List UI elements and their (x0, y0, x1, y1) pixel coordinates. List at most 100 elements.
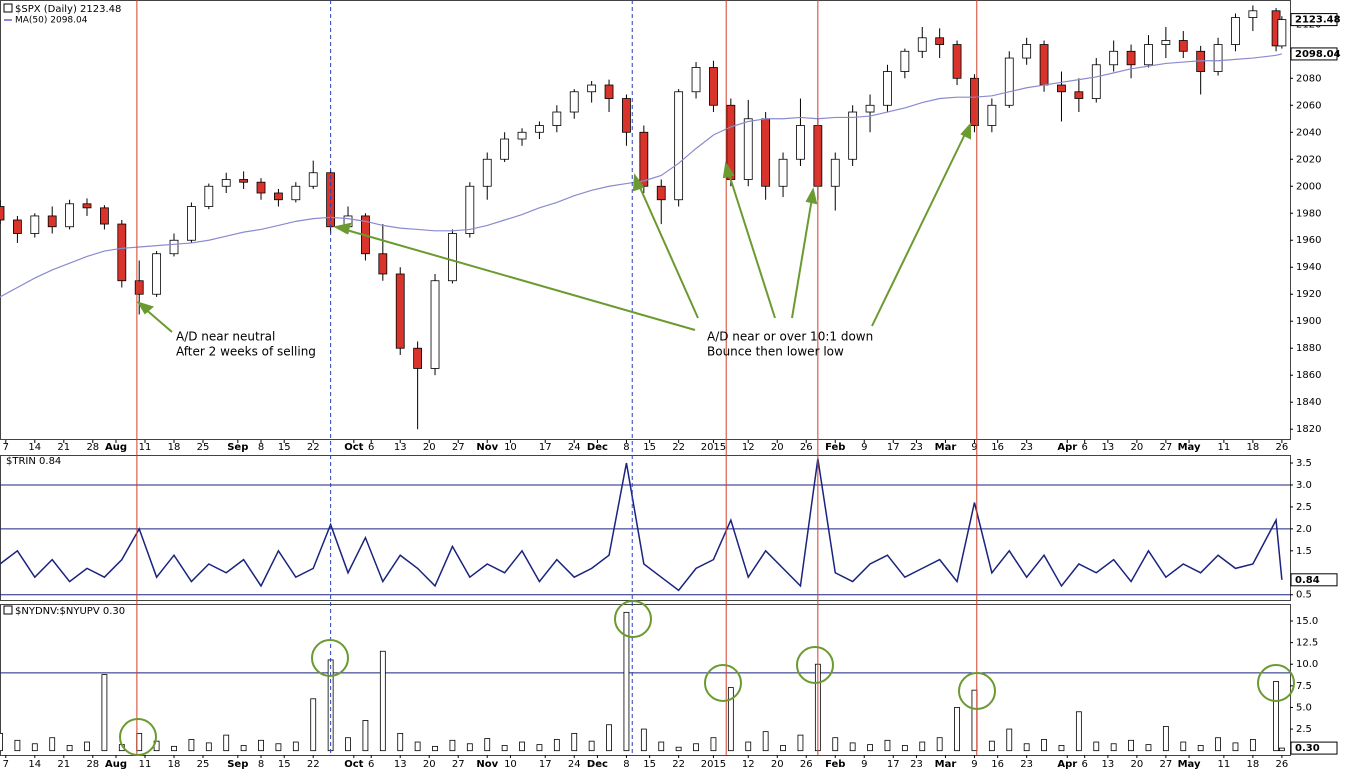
candle-body (13, 219, 22, 234)
x-tick-label: 7 (3, 442, 9, 453)
bar (780, 745, 786, 752)
candle-body (378, 253, 388, 275)
annotation: Bounce then lower low (707, 345, 844, 359)
bar (884, 739, 891, 752)
candle-body (169, 239, 179, 255)
bar (1023, 743, 1030, 752)
candle-body (883, 71, 892, 106)
candle-body (1004, 57, 1014, 106)
bar (797, 734, 804, 752)
x-tick-label: 15 (643, 442, 656, 453)
x-tick-label: 27 (1160, 759, 1173, 770)
bar (0, 732, 3, 752)
x-tick-label: 18 (1247, 759, 1260, 770)
candle-body (1039, 44, 1049, 86)
candle-body (448, 233, 457, 282)
x-tick-label: 11 (1218, 759, 1231, 770)
x-tick-label: 8 (258, 442, 264, 453)
bar (988, 740, 995, 752)
arrow (342, 228, 696, 331)
ma-value-label: 2098.04 (1295, 49, 1341, 60)
x-tick-label: 20 (771, 759, 784, 770)
bar (1278, 747, 1285, 752)
x-tick-label: 12 (742, 759, 755, 770)
x-tick-label: Dec (587, 759, 608, 770)
candle-body (1074, 91, 1084, 99)
bar (258, 739, 264, 752)
panel-frames (0, 0, 1291, 756)
candle-body (761, 118, 771, 187)
last-value-label: 0.30 (1295, 743, 1320, 754)
candle-body (1091, 64, 1101, 99)
x-tick-label: 18 (168, 442, 181, 453)
annotation-layer: A/D near neutral After 2 weeks of sellin… (119, 122, 1295, 756)
x-tick-label: Mar (935, 442, 957, 453)
x-tick-label: 27 (452, 442, 465, 453)
candle-body (100, 207, 109, 225)
arrow-head (722, 161, 735, 179)
circle (958, 672, 996, 710)
candle-body (1126, 50, 1136, 66)
candle-body (935, 37, 945, 45)
x-tick-label: Dec (587, 442, 608, 453)
ratio-panel (0, 604, 1291, 756)
y-tick-label: 2020 (1296, 154, 1321, 165)
bar (762, 731, 769, 752)
bar (1058, 745, 1065, 752)
x-tick-label: Apr (1057, 442, 1077, 453)
bar (188, 739, 195, 752)
circle (704, 664, 742, 702)
x-tick-label: 13 (394, 759, 407, 770)
bar (14, 739, 21, 752)
bar (205, 742, 212, 752)
candle-body (274, 192, 283, 201)
arrow (637, 182, 699, 319)
y-tick-label: 2000 (1296, 181, 1321, 192)
candle-body (395, 273, 405, 349)
x-tick-label: 23 (1020, 759, 1033, 770)
x-tick-label: Feb (825, 759, 845, 770)
x-tick-label: 28 (86, 442, 99, 453)
candle-body (743, 118, 753, 180)
bar (101, 674, 108, 752)
candle-body (30, 215, 40, 234)
bar (867, 744, 873, 752)
bar (1041, 739, 1047, 752)
x-tick-label: 10 (504, 442, 517, 453)
x-tick-label: 15 (278, 442, 291, 453)
y-tick-label: 1980 (1296, 208, 1321, 219)
x-tick-label: 15 (643, 759, 656, 770)
bar (84, 741, 90, 752)
arrow-head (333, 222, 352, 235)
candle-body (47, 215, 57, 228)
x-tick-label: 20 (423, 759, 436, 770)
x-tick-label: 28 (86, 759, 99, 770)
bar (710, 737, 717, 752)
candle-body (308, 172, 318, 187)
last-price-label-box (1290, 13, 1338, 27)
candle-body (1144, 44, 1153, 66)
arrow (791, 197, 813, 319)
candle-body (291, 185, 301, 201)
circle (614, 600, 652, 638)
candle-body (900, 50, 910, 72)
bar (553, 739, 560, 752)
x-tick-label: 2015 (701, 759, 726, 770)
circle (796, 646, 834, 684)
x-tick-label: 13 (394, 442, 407, 453)
candle-body (430, 280, 440, 369)
bar (1145, 744, 1152, 752)
bar (658, 741, 665, 752)
candle-body (0, 206, 5, 221)
arrow (871, 131, 967, 327)
y-tick-label: 2.5 (1296, 724, 1312, 735)
x-tick-label: 8 (623, 759, 629, 770)
candle-body (848, 111, 858, 160)
trin-line (0, 458, 1283, 592)
y-tick-label: 5.0 (1296, 702, 1312, 713)
candle-body (204, 185, 214, 207)
x-tick-label: Nov (476, 442, 498, 453)
x-tick-label: 21 (57, 759, 70, 770)
bar (971, 689, 978, 752)
